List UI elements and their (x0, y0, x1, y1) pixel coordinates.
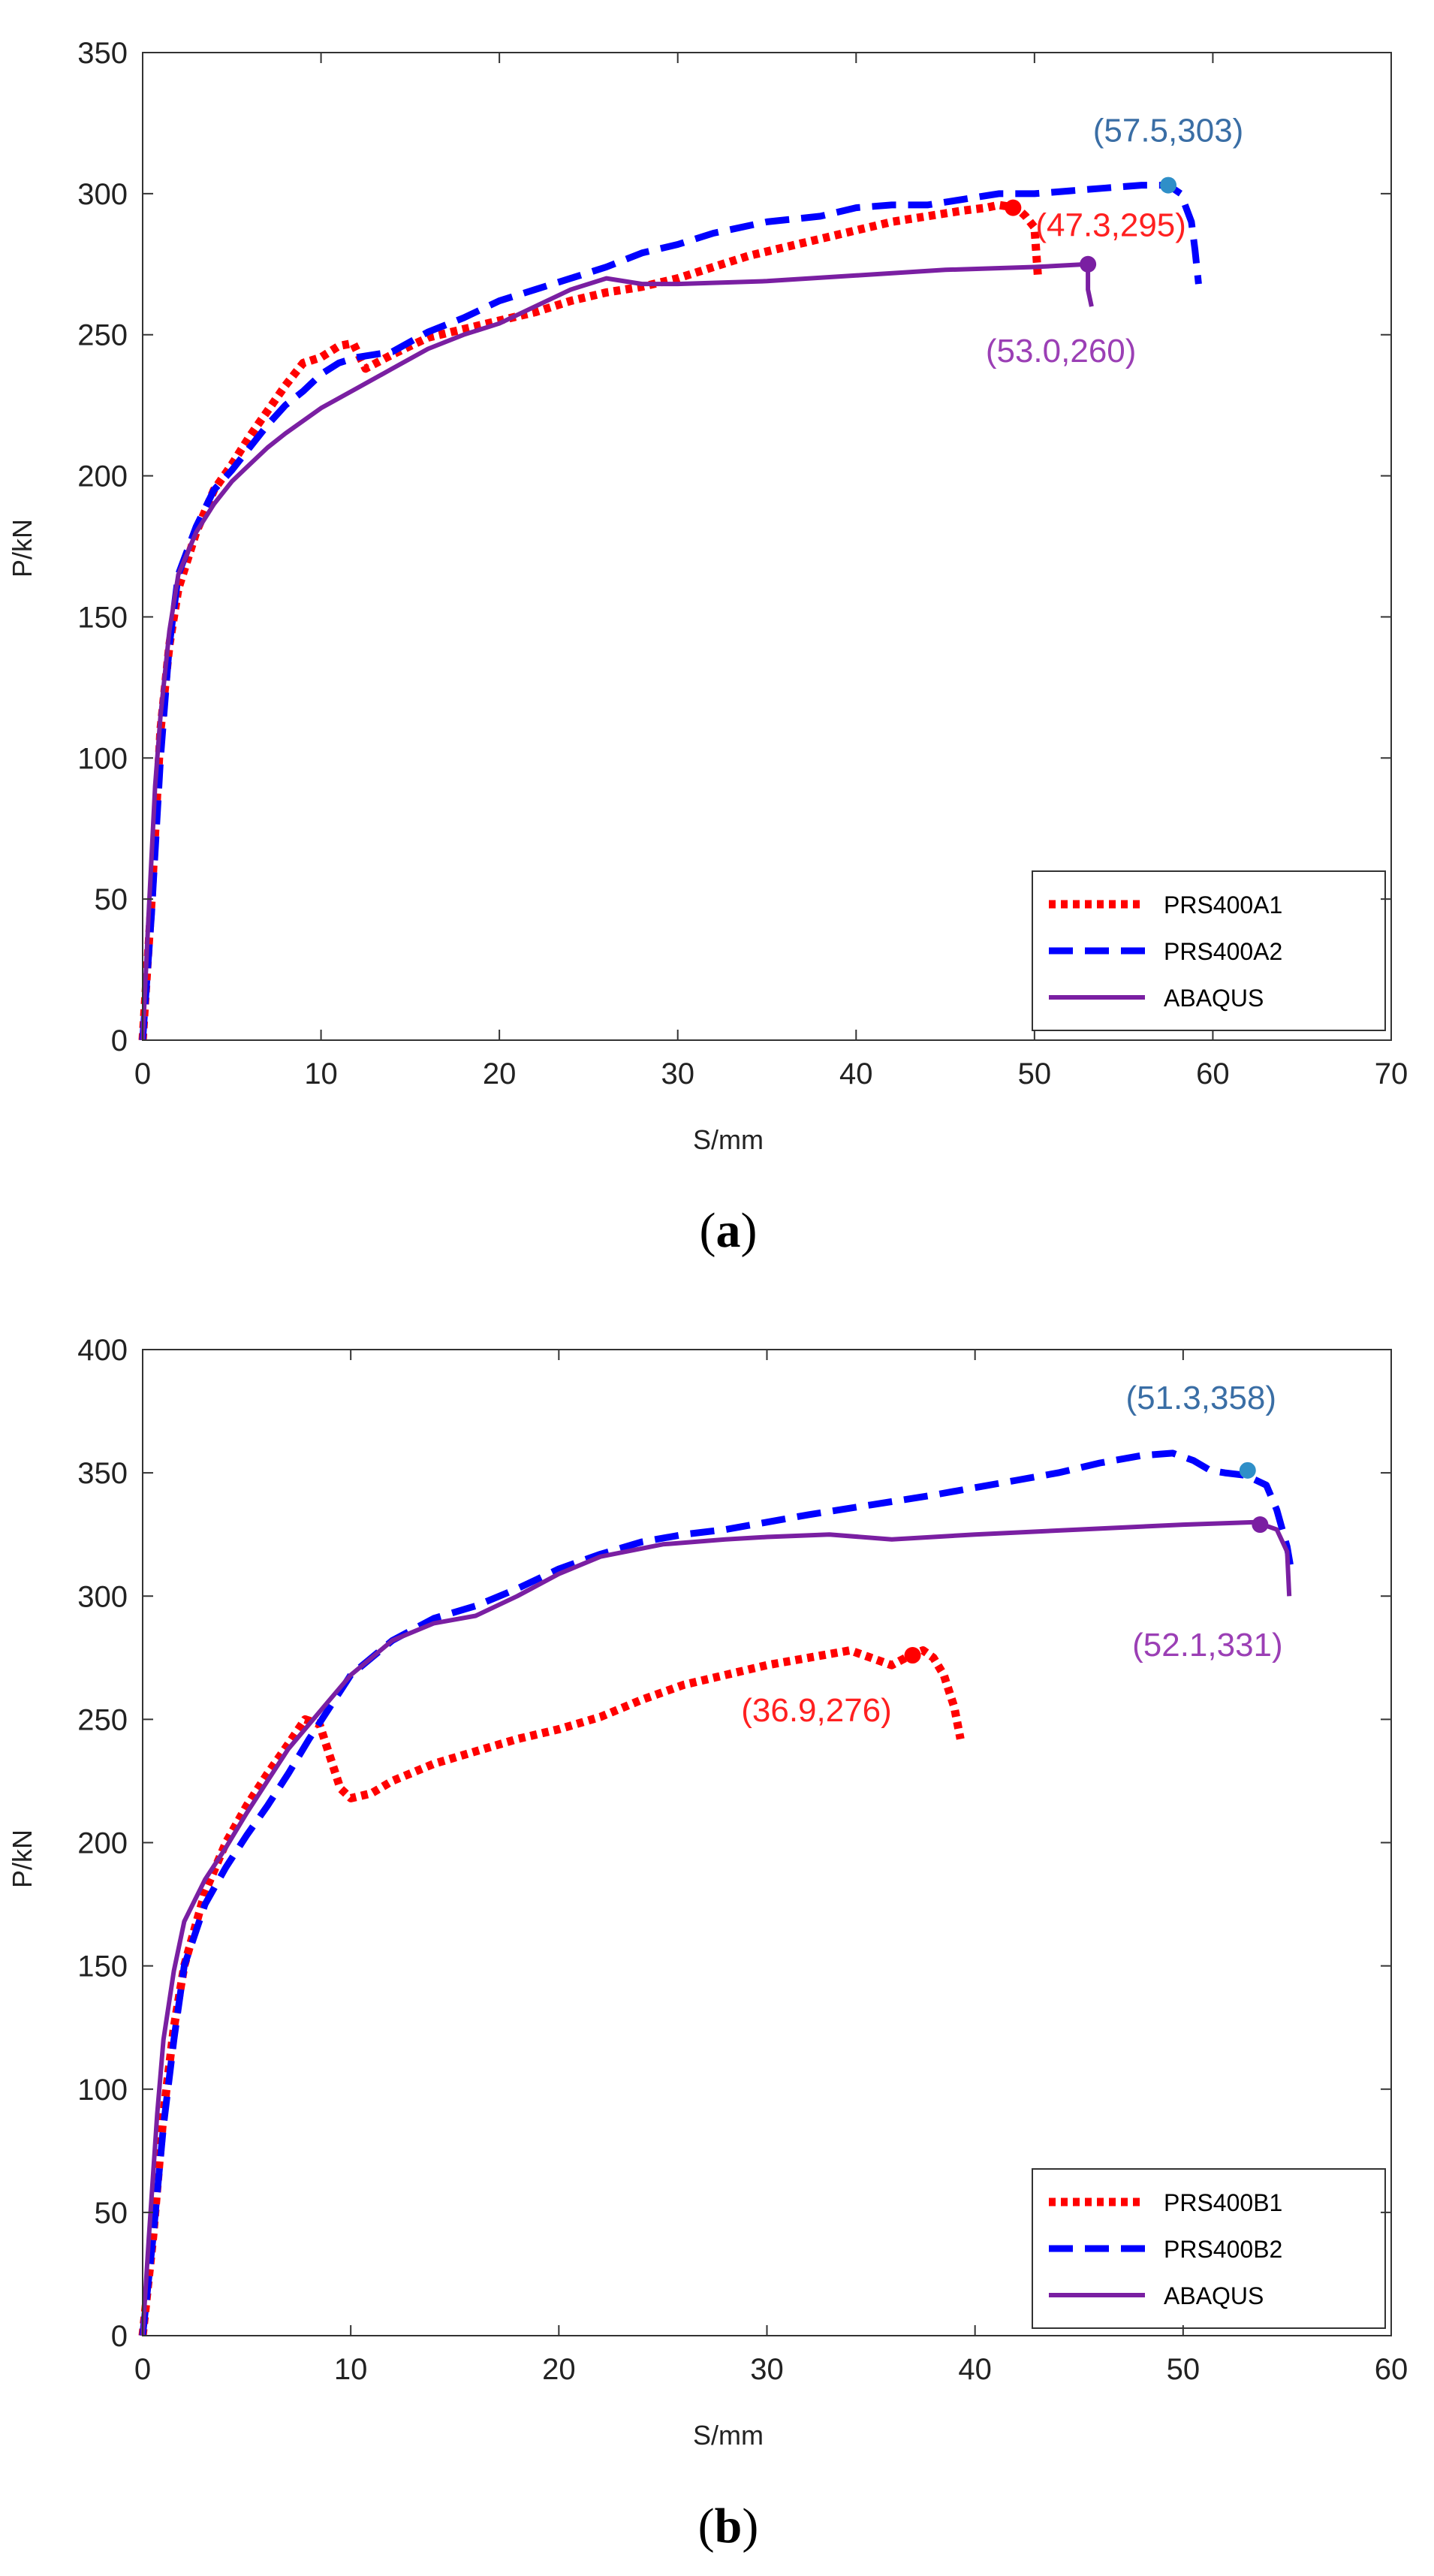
y-tick-label: 350 (77, 37, 128, 70)
series-line-abaqus (140, 261, 1094, 1041)
peak-marker (1252, 1516, 1269, 1534)
y-tick-label: 100 (77, 742, 128, 775)
plot-frame (142, 52, 1392, 1041)
chart-panel-b: (51.3,358) (52.1,331) (36.9,276) PRS400B1 P… (7, 1334, 1408, 2553)
y-tick-label: 350 (77, 1457, 128, 1490)
y-axis-label: P/kN (7, 519, 38, 578)
x-tick-label: 10 (304, 1057, 338, 1090)
y-tick-label: 100 (77, 2074, 128, 2107)
y-tick-label: 150 (77, 1950, 128, 1983)
peak-annotation: (47.3,295) (1035, 207, 1186, 244)
chart-panel-a: (57.5,303) (47.3,295) (53.0,260) PRS400A1 P… (7, 37, 1408, 1258)
series-line-prs400a2 (139, 182, 1202, 1041)
x-tick-label: 30 (661, 1057, 694, 1090)
panel-caption-b-letter: b (715, 2499, 743, 2553)
series-line-prs400a1 (138, 201, 1043, 1041)
legend-label: ABAQUS (1164, 985, 1264, 1012)
x-tick-label: 20 (483, 1057, 517, 1090)
y-tick-label: 300 (77, 1580, 128, 1613)
y-tick-label: 0 (111, 2320, 128, 2353)
peak-annotation: (53.0,260) (986, 333, 1137, 370)
peak-marker (1080, 255, 1097, 273)
peak-marker (904, 1647, 921, 1664)
legend-label: PRS400B2 (1164, 2236, 1282, 2263)
x-axis-label: S/mm (693, 1124, 764, 1155)
peak-marker (1239, 1461, 1256, 1479)
peak-marker (1005, 199, 1022, 216)
peak-annotation: (36.9,276) (741, 1692, 892, 1729)
y-tick-label: 50 (95, 883, 128, 916)
y-tick-label: 250 (77, 1703, 128, 1736)
legend-label: PRS400A1 (1164, 891, 1282, 918)
peak-annotation: (57.5,303) (1093, 113, 1244, 149)
y-tick-label: 250 (77, 319, 128, 352)
x-tick-label: 30 (750, 2353, 784, 2386)
x-tick-label: 0 (134, 1057, 151, 1090)
x-tick-label: 50 (1018, 1057, 1052, 1090)
legend-label: PRS400B1 (1164, 2189, 1282, 2216)
plot-frame (142, 1349, 1392, 2336)
y-tick-label: 300 (77, 178, 128, 211)
y-tick-label: 150 (77, 601, 128, 634)
y-tick-label: 200 (77, 460, 128, 493)
series-line-prs400b2 (139, 1449, 1295, 2336)
peak-marker (1160, 176, 1177, 194)
y-tick-label: 200 (77, 1827, 128, 1860)
x-tick-label: 10 (334, 2353, 368, 2386)
y-axis-label: P/kN (7, 1829, 38, 1888)
x-tick-label: 20 (542, 2353, 576, 2386)
panel-caption-a: (a) (700, 1203, 758, 1258)
peak-annotation: (51.3,358) (1125, 1380, 1276, 1416)
y-tick-label: 50 (95, 2197, 128, 2230)
panel-caption-b: (b) (698, 2499, 759, 2553)
x-tick-label: 40 (839, 1057, 873, 1090)
y-tick-label: 0 (111, 1024, 128, 1057)
peak-annotation: (52.1,331) (1132, 1627, 1283, 1664)
legend-label: PRS400A2 (1164, 938, 1282, 965)
x-tick-label: 70 (1375, 1057, 1408, 1090)
x-tick-label: 60 (1375, 2353, 1408, 2386)
x-tick-label: 60 (1196, 1057, 1230, 1090)
x-tick-label: 40 (958, 2353, 992, 2386)
panel-caption-a-letter: a (716, 1203, 741, 1258)
series-line-abaqus (140, 1519, 1292, 2336)
y-tick-label: 400 (77, 1334, 128, 1367)
x-tick-label: 0 (134, 2353, 151, 2386)
x-tick-label: 50 (1167, 2353, 1201, 2386)
legend-label: ABAQUS (1164, 2282, 1264, 2309)
x-axis-label: S/mm (693, 2420, 764, 2451)
